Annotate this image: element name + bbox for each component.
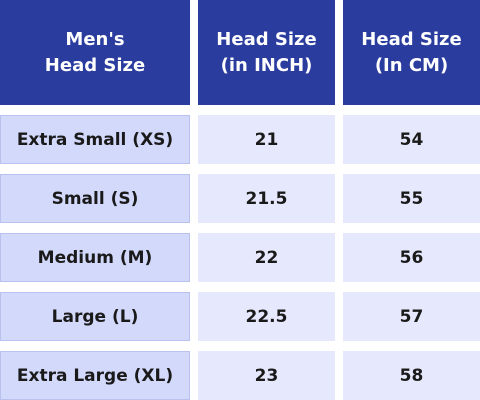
header-text: Head Size — [44, 54, 146, 76]
cell-value: 57 — [399, 306, 424, 327]
header-text: Head Size — [216, 28, 317, 50]
value-cell: 54 — [343, 115, 480, 164]
cell-value: 22.5 — [245, 306, 288, 327]
value-cell: 21.5 — [198, 174, 335, 223]
cell-value: 58 — [399, 365, 424, 386]
row-label: Small (S) — [51, 188, 139, 209]
row-label-cell: Extra Small (XS) — [0, 115, 190, 164]
row-label: Extra Large (XL) — [16, 365, 174, 386]
row-label-cell: Small (S) — [0, 174, 190, 223]
cell-value: 21.5 — [245, 188, 288, 209]
row-label: Large (L) — [51, 306, 139, 327]
cell-value: 56 — [399, 247, 424, 268]
row-label: Medium (M) — [37, 247, 153, 268]
row-label-cell: Large (L) — [0, 292, 190, 341]
header-cell: Head Size (In CM) — [343, 0, 480, 105]
value-cell: 21 — [198, 115, 335, 164]
row-label-cell: Medium (M) — [0, 233, 190, 282]
cell-value: 55 — [399, 188, 424, 209]
cell-value: 54 — [399, 129, 424, 150]
value-cell: 55 — [343, 174, 480, 223]
header-text: Men's — [65, 28, 125, 50]
cell-value: 23 — [254, 365, 279, 386]
row-label-cell: Extra Large (XL) — [0, 351, 190, 400]
header-cell: Men's Head Size — [0, 0, 190, 105]
value-cell: 22 — [198, 233, 335, 282]
row-label: Extra Small (XS) — [16, 129, 174, 150]
header-text: (In CM) — [374, 54, 449, 76]
value-cell: 22.5 — [198, 292, 335, 341]
value-cell: 57 — [343, 292, 480, 341]
value-cell: 58 — [343, 351, 480, 400]
cell-value: 22 — [254, 247, 279, 268]
value-cell: 23 — [198, 351, 335, 400]
value-cell: 56 — [343, 233, 480, 282]
header-cell: Head Size (in INCH) — [198, 0, 335, 105]
header-text: (in INCH) — [220, 54, 313, 76]
header-text: Head Size — [361, 28, 462, 50]
cell-value: 21 — [254, 129, 279, 150]
